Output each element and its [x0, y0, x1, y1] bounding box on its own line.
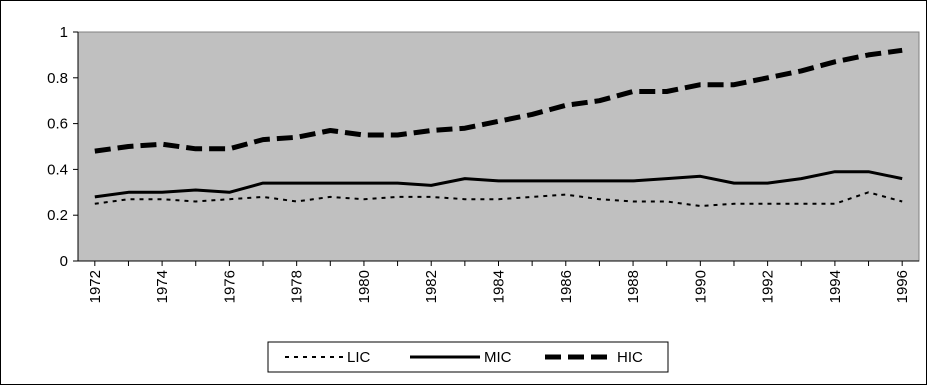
x-tick-label: 1974 [154, 270, 171, 303]
y-tick-label: 1 [60, 24, 68, 41]
x-tick-label: 1990 [692, 270, 709, 303]
legend-label-lic: LIC [347, 349, 371, 366]
series-line-hic [94, 47, 903, 154]
y-tick-label: 0.4 [47, 161, 68, 178]
plot-area [77, 31, 920, 262]
x-tick-label: 1980 [356, 270, 373, 303]
x-tick-label: 1996 [894, 270, 911, 303]
y-tick-label: 0.6 [47, 116, 68, 133]
legend: LIC MIC HIC [267, 341, 669, 373]
series-layer [94, 47, 903, 207]
x-tick-label: 1976 [221, 270, 238, 303]
x-tick-label: 1972 [87, 270, 104, 303]
legend-label-mic: MIC [484, 349, 512, 366]
series-line-lic [94, 191, 903, 207]
x-tick-label: 1978 [289, 270, 306, 303]
y-tick-label: 0 [60, 253, 68, 270]
series-line-mic [94, 170, 903, 199]
x-tick-label: 1984 [491, 270, 508, 303]
axis-layer: 0 0.2 0.4 0.6 0.8 1 1972 1974 1976 1978 1980 1982 19… [47, 24, 919, 303]
y-tick-label: 0.8 [47, 70, 68, 87]
x-tick-label: 1982 [423, 270, 440, 303]
y-tick-label: 0.2 [47, 207, 68, 224]
x-tick-label: 1988 [625, 270, 642, 303]
legend-label-hic: HIC [617, 349, 643, 366]
x-tick-label: 1986 [558, 270, 575, 303]
x-tick-label: 1992 [760, 270, 777, 303]
x-tick-label: 1994 [827, 270, 844, 303]
